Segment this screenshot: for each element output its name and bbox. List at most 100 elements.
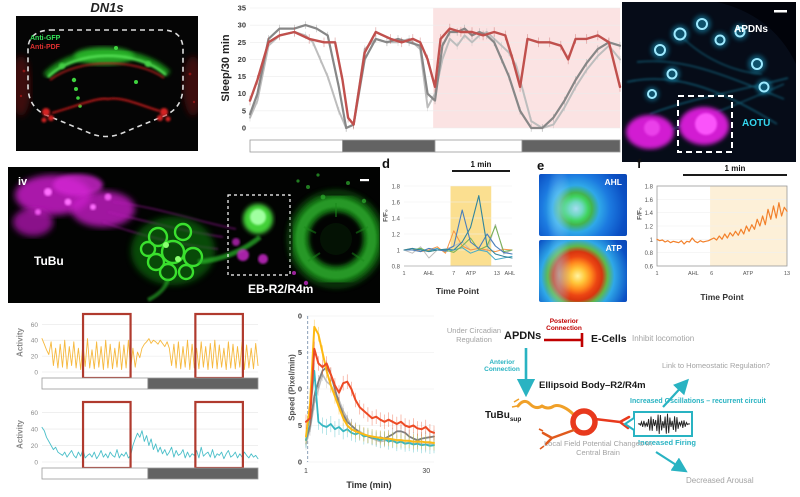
y-tick-label: 5 — [242, 106, 246, 115]
y-tick-label: 0 — [34, 460, 38, 467]
night-bar — [521, 139, 621, 153]
panel-e-letter: e — [537, 158, 545, 173]
scalebar-line — [683, 174, 787, 176]
dn1s-background — [16, 16, 198, 151]
x-tick-label: 1 — [655, 271, 658, 277]
x-tick-label: 1 — [402, 271, 405, 277]
panel-apdns: APDNs AOTU — [622, 2, 796, 162]
pdf-lower-tract — [51, 97, 161, 114]
sleep-chart: 0 5 10 15 20 25 30 35 — [238, 4, 622, 153]
pdf-cluster-right — [157, 108, 171, 122]
y-tick-label: 1 — [397, 249, 401, 255]
activity2-y-label: Activity — [15, 420, 25, 449]
y-tick-label: 20 — [298, 312, 302, 321]
eb-label: EB-R2/R4m — [248, 282, 313, 296]
y-tick-label: 1.8 — [392, 185, 401, 191]
scalebar-line — [452, 170, 510, 172]
scalebar-label: 1 min — [724, 164, 746, 173]
panel-activity2: Activity 0 20 40 60 — [12, 398, 288, 490]
y-tick-label: 35 — [238, 4, 246, 13]
error-bars-speed-yellow — [305, 319, 435, 451]
y-tick-label: 1.4 — [645, 211, 654, 217]
error-bars-speed-cyan — [305, 362, 435, 454]
apdns-cell-bodies — [645, 15, 772, 101]
night-bar — [147, 377, 259, 390]
increased-firing-label: Increased Firing — [638, 438, 696, 447]
y-tick-label: 60 — [31, 410, 39, 417]
y-tick-label: 0.8 — [392, 265, 401, 271]
y-tick-label: 1 — [650, 238, 654, 244]
y-tick-label: 5 — [298, 421, 302, 430]
panel-sleep: Sleep/30 min 0 5 10 15 20 25 30 35 — [208, 2, 626, 164]
highlight-box — [194, 400, 244, 470]
y-tick-label: 0.8 — [645, 251, 654, 257]
apdns-image: APDNs AOTU — [622, 2, 796, 162]
panel-d-scalebar: 1 min — [452, 160, 510, 172]
panel-diagram: Under Circadian Regulation APDNs Posteri… — [440, 310, 800, 497]
x-tick-label: AHL — [504, 271, 515, 277]
posterior-connection-label: Posterior Connection — [546, 318, 582, 333]
pdf-cluster-left — [41, 108, 54, 123]
panel-d: d 1 min 0.8 1 1.2 1.4 1.6 1.8 1 AHL 7 ATP 13 AHL F/… — [380, 156, 517, 306]
homeostatic-label: Link to Homeostatic Regulation? — [662, 361, 770, 370]
ellipsoid-body-label: Ellipsoid Body–R2/R4m — [539, 380, 646, 391]
dn1s-title: DN1s — [90, 0, 124, 15]
series-speed-lightgray — [305, 373, 435, 446]
y-tick-label: 1.4 — [392, 217, 401, 223]
panel-d-x-label: Time Point — [435, 286, 480, 296]
tubu-panel-letter: iv — [18, 176, 28, 188]
series-dark-gray — [248, 24, 622, 130]
brain-outline-dashed — [27, 29, 184, 138]
series-activity-cyan — [41, 426, 259, 460]
night-bar — [342, 139, 436, 153]
panel-dn1s: DN1s — [16, 0, 198, 152]
tubu-green-cluster — [131, 217, 262, 302]
night-bar — [147, 467, 259, 480]
y-tick-label: 1.2 — [645, 225, 654, 231]
x-tick-label: 1 — [304, 468, 308, 475]
panel-f-x-label: Time Point — [700, 292, 744, 302]
panel-f-y-label: F/F₀ — [636, 207, 644, 220]
activity2-chart: 0 20 40 60 — [31, 400, 259, 480]
x-tick-label: 13 — [784, 271, 790, 277]
y-tick-label: 1.8 — [645, 185, 654, 191]
y-tick-label: 0 — [298, 458, 302, 467]
day-bar — [434, 139, 523, 153]
activity1-y-label: Activity — [15, 328, 25, 357]
roi-contents — [232, 204, 273, 264]
ellipsoid-ring — [570, 408, 598, 436]
panel-activity1: Activity 0 20 40 60 — [12, 312, 288, 396]
x-tick-label: AHL — [688, 271, 699, 277]
dn1s-image: Anti-GFP Anti-PDF — [16, 16, 198, 151]
ahl-cell-image: AHL — [539, 174, 627, 236]
green-speckles — [296, 173, 367, 204]
scale-bar — [360, 179, 369, 182]
panel-f-letter: f — [637, 156, 642, 171]
y-tick-label: 25 — [238, 38, 246, 47]
tubu-node-text: TuBu — [485, 410, 510, 421]
activity1-chart: 0 20 40 60 — [31, 312, 259, 390]
y-tick-label: 1.6 — [392, 201, 401, 207]
inhibit-locomotion-label: Inhibit locomotion — [632, 334, 695, 343]
decreased-arousal-label: Decreased Arousal — [686, 476, 754, 485]
firing-callout-box — [623, 411, 693, 437]
panel-d-letter: d — [382, 156, 390, 171]
panel-tubu: iv TuBu EB-R2/R4m — [8, 167, 386, 303]
apdns-node: APDNs — [504, 330, 542, 342]
panel-speed: Speed (Pixel/min) 0 5 10 15 20 1 30 Time (min) — [280, 310, 442, 497]
x-tick-label: 7 — [452, 271, 455, 277]
spike-waveform — [637, 413, 690, 435]
x-tick-label: 6 — [710, 271, 713, 277]
y-tick-label: 10 — [298, 385, 302, 394]
tubu-image: iv TuBu EB-R2/R4m — [8, 167, 386, 303]
pdf-arc — [49, 62, 165, 81]
under-circadian-label: Under Circadian Regulation — [446, 326, 502, 344]
day-bar — [41, 467, 149, 480]
y-tick-label: 60 — [31, 322, 39, 329]
y-tick-label: 40 — [31, 427, 39, 434]
series-trace-green — [403, 225, 513, 253]
speed-chart: 0 5 10 15 20 1 30 — [298, 312, 435, 475]
panel-f-chart: 0.6 0.8 1 1.2 1.4 1.6 1.8 1 AHL 6 ATP 13 — [645, 185, 790, 278]
lfp-label: Local Field Potential Changes In Central… — [544, 439, 652, 457]
y-tick-label: 20 — [31, 443, 39, 450]
